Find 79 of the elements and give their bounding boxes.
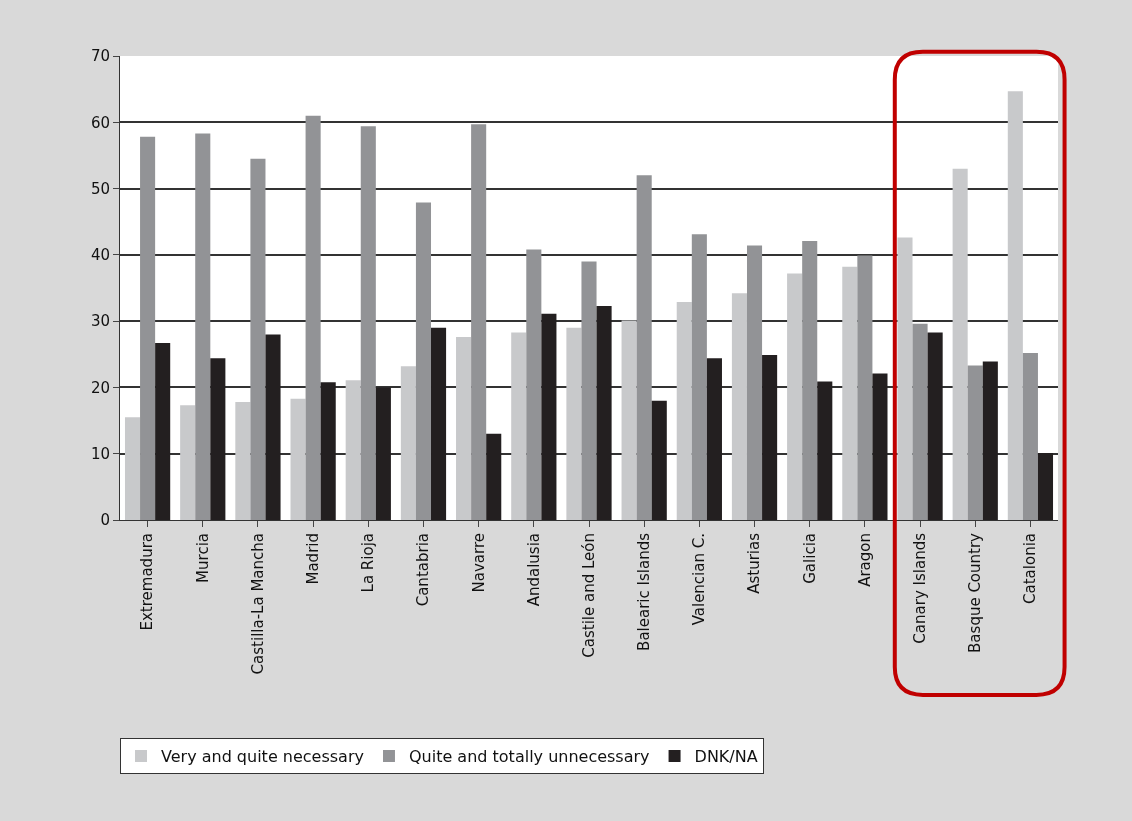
bar [802, 240, 818, 520]
x-tick-label: Canary Islands [910, 532, 929, 644]
bar [541, 313, 557, 520]
bar [210, 358, 226, 520]
y-tick-label: 40 [90, 246, 110, 265]
bar [872, 373, 888, 520]
bar [817, 381, 833, 520]
x-tick-label: Aragon [855, 533, 874, 587]
bar [526, 249, 542, 520]
bar [345, 380, 361, 520]
bar [691, 234, 707, 520]
x-tick-label: Galicia [800, 533, 819, 584]
x-tick-label: Castilla-La Mancha [248, 533, 267, 675]
x-tick-label: La Rioja [359, 533, 378, 593]
bar [787, 273, 803, 520]
x-tick-label: Balearic Islands [635, 532, 654, 651]
bar [566, 327, 582, 520]
bar [415, 202, 432, 520]
x-tick-label: Castile and León [579, 533, 598, 658]
y-tick-label: 50 [90, 179, 110, 198]
bar [636, 175, 652, 520]
bar [1037, 453, 1054, 520]
bar [952, 168, 968, 520]
legend-label: Very and quite necessary [161, 747, 364, 767]
bar [927, 332, 943, 520]
bar [842, 266, 858, 520]
bar [857, 255, 873, 520]
bar [746, 245, 763, 520]
bar [155, 343, 171, 520]
x-tick-label: Murcia [193, 533, 212, 583]
bar [511, 332, 527, 520]
bar [360, 126, 376, 520]
y-tick-label: 70 [90, 47, 110, 66]
bar [762, 354, 778, 520]
x-tick-label: Asturias [745, 532, 764, 594]
bar [265, 334, 281, 520]
bar [486, 433, 502, 520]
bar [706, 358, 722, 520]
x-tick-label: Madrid [303, 533, 322, 585]
bar [967, 365, 983, 520]
bar [676, 301, 692, 520]
bar [290, 398, 306, 520]
bar [400, 366, 416, 520]
bar [456, 337, 472, 520]
legend-label: DNK/NA [694, 747, 758, 767]
bar [621, 320, 637, 520]
bar [982, 361, 998, 520]
bar [140, 136, 156, 520]
bar [731, 293, 747, 520]
x-tick-label: Cantabria [414, 533, 433, 607]
bar [596, 305, 612, 520]
bar [250, 158, 266, 520]
legend-label: Quite and totally unnecessary [408, 747, 650, 767]
y-tick-label: 20 [90, 378, 110, 397]
y-tick-label: 60 [90, 113, 110, 132]
bar [431, 327, 447, 520]
bar [305, 115, 321, 520]
y-tick-label: 30 [90, 312, 110, 331]
x-tick-label: Catalonia [1021, 533, 1040, 604]
bar [1007, 91, 1023, 520]
x-tick-label: Navarre [469, 533, 488, 593]
bar [195, 133, 211, 520]
bar [912, 323, 928, 520]
bar [180, 405, 196, 520]
bar [375, 387, 391, 520]
bar [320, 382, 336, 520]
bar [897, 237, 913, 520]
bar [581, 261, 597, 520]
y-tick-label: 10 [90, 444, 110, 463]
y-tick-label: 0 [100, 511, 110, 530]
bar [1022, 352, 1038, 520]
bar [235, 402, 251, 520]
x-tick-label: Extremadura [138, 533, 157, 631]
bar [124, 417, 141, 520]
x-tick-label: Valencian C. [690, 533, 709, 626]
x-tick-label: Andalusia [524, 533, 543, 607]
x-tick-label: Basque Country [966, 532, 985, 653]
bar [651, 400, 667, 520]
bar [471, 124, 487, 520]
